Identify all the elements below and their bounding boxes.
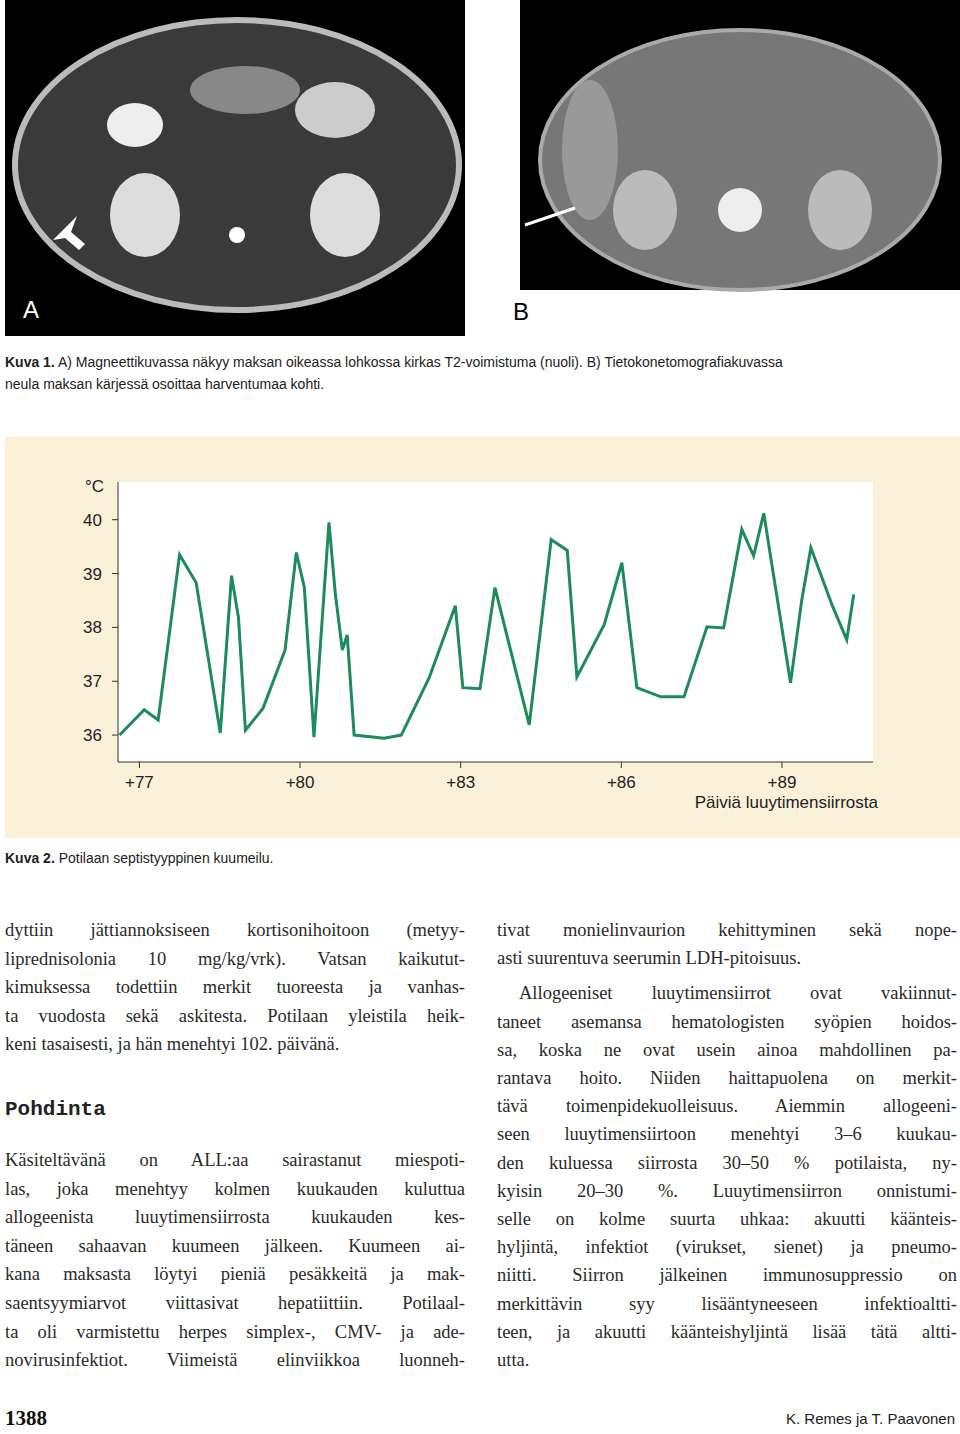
svg-text:+83: +83 xyxy=(446,773,475,792)
svg-text:+89: +89 xyxy=(768,773,797,792)
svg-text:A: A xyxy=(23,296,39,323)
html-text:kana maksasta löytyi pieniä pe: kana maksasta löytyi pieniä pesäkkeitä j… xyxy=(5,1264,465,1285)
html-text:utta.: utta. xyxy=(497,1350,530,1370)
html-text:novirusinfektiot. Viimeistä el: novirusinfektiot. Viimeistä elinviikkoa … xyxy=(5,1350,465,1371)
html-text:saentsyymiarvot viittasivat he: saentsyymiarvot viittasivat hepatiittiin… xyxy=(5,1292,465,1313)
html-text:Kuva 2. Potilaan septistyyppin: Kuva 2. Potilaan septistyyppinen kuumeil… xyxy=(5,850,274,866)
svg-text:B: B xyxy=(513,298,529,325)
html-text:kyisin 20–30 %. Luuytimensiirr: kyisin 20–30 %. Luuytimensiirron onnistu… xyxy=(497,1180,957,1201)
html-text:asti suurentuva seerumin LDH-p: asti suurentuva seerumin LDH-pitoisuus. xyxy=(497,948,802,969)
html-text:selle on kolme suurta uhkaa: a: selle on kolme suurta uhkaa: akuutti kää… xyxy=(497,1209,957,1229)
html-text:sa, koska ne ovat usein ainoa: sa, koska ne ovat usein ainoa mahdolline… xyxy=(497,1039,957,1060)
svg-text:39: 39 xyxy=(83,565,102,584)
svg-text:+86: +86 xyxy=(607,773,636,792)
html-text:den kuluessa siirrosta 30–50 %: den kuluessa siirrosta 30–50 % potilaist… xyxy=(497,1152,957,1173)
html-text:ta oli varmistettu herpes simp: ta oli varmistettu herpes simplex-, CMV-… xyxy=(5,1321,465,1342)
html-text:seen luuytimensiirtoon menehty: seen luuytimensiirtoon menehtyi 3–6 kuuk… xyxy=(497,1124,957,1145)
html-text:neula maksan kärjessä osoittaa: neula maksan kärjessä osoittaa harventum… xyxy=(5,376,325,392)
html-text:tävä toimenpidekuolleisuus. Ai: tävä toimenpidekuolleisuus. Aiemmin allo… xyxy=(497,1096,957,1117)
html-text:rantava hoito. Niiden haittapu: rantava hoito. Niiden haittapuolena on m… xyxy=(497,1068,957,1088)
html-text:taneet asemansa hematologisten: taneet asemansa hematologisten syöpien h… xyxy=(497,1011,957,1032)
svg-text:37: 37 xyxy=(83,672,102,691)
html-text:dyttiin jättiannoksiseen korti: dyttiin jättiannoksiseen kortisonihoitoo… xyxy=(5,920,465,940)
html-text:las, joka menehtyy kolmen kuuk: las, joka menehtyy kolmen kuukauden kulu… xyxy=(5,1178,465,1199)
html-text:ta vuodosta sekä askitesta. Po: ta vuodosta sekä askitesta. Potilaan yle… xyxy=(5,1005,465,1026)
html-text:allogeenista luuytimensiirrost: allogeenista luuytimensiirrosta kuukaude… xyxy=(5,1207,465,1228)
html-text:täneen sahaavan kuumeen jälkee: täneen sahaavan kuumeen jälkeen. Kuumeen… xyxy=(5,1235,465,1256)
html-text:Pohdinta: Pohdinta xyxy=(5,1098,106,1121)
html-text:liprednisolonia 10 mg/kg/vrk).: liprednisolonia 10 mg/kg/vrk). Vatsan ka… xyxy=(5,948,465,969)
html-text:Allogeeniset luuytimensiirrot: Allogeeniset luuytimensiirrot ovat vakii… xyxy=(519,983,957,1004)
html-text:tivat monielinvaurion kehittym: tivat monielinvaurion kehittyminen sekä … xyxy=(497,920,957,940)
html-text:keni tasaisesti, ja hän meneht: keni tasaisesti, ja hän menehtyi 102. pä… xyxy=(5,1034,340,1055)
html-text:Käsiteltävänä on ALL:aa sairas: Käsiteltävänä on ALL:aa sairastanut mies… xyxy=(5,1150,465,1170)
html-text:Päiviä luuytimensiirrosta: Päiviä luuytimensiirrosta xyxy=(694,793,878,812)
svg-text:38: 38 xyxy=(83,618,102,637)
html-text:niitti. Siirron jälkeinen immu: niitti. Siirron jälkeinen immunosuppress… xyxy=(497,1265,957,1286)
html-text:hyljintä, infektiot (virukset,: hyljintä, infektiot (virukset, sienet) j… xyxy=(497,1237,957,1258)
svg-text:+80: +80 xyxy=(286,773,315,792)
html-text:Kuva 1. A) Magneettikuvassa nä: Kuva 1. A) Magneettikuvassa näkyy maksan… xyxy=(5,354,783,370)
html-text:1388: 1388 xyxy=(5,1406,47,1430)
html-text:teen, ja akuutti käänteishylji: teen, ja akuutti käänteishyljintä lisää … xyxy=(497,1321,957,1342)
svg-text:+77: +77 xyxy=(125,773,154,792)
html-text:merkittävin syy lisääntyneesee: merkittävin syy lisääntyneeseen infektio… xyxy=(497,1293,957,1314)
svg-text:40: 40 xyxy=(83,511,102,530)
svg-text:36: 36 xyxy=(83,726,102,745)
html-text:°C: °C xyxy=(85,477,105,496)
html-text:kimuksessa todettiin merkit tu: kimuksessa todettiin merkit tuoreesta ja… xyxy=(5,977,465,998)
html-text:K. Remes ja T. Paavonen: K. Remes ja T. Paavonen xyxy=(786,1410,955,1427)
